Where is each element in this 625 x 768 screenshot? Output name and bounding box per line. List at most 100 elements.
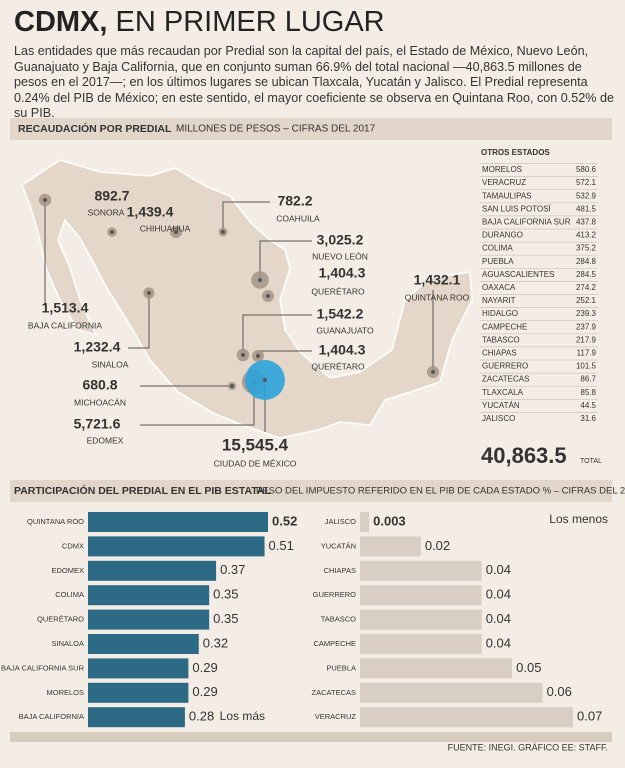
state-label: NUEVO LEÓN [312,251,368,261]
bubble-dot [431,370,435,374]
state-name: MORELOS [482,165,522,174]
state-label: EDOMEX [87,435,124,445]
bubble-dot [221,230,225,234]
value-label: 0.37 [220,562,245,577]
category-label: MORELOS [46,688,84,697]
value-label: 0.04 [486,635,511,650]
title: CDMX, EN PRIMER LUGAR [14,6,385,39]
value-label: 0.32 [203,635,228,650]
total-label: TOTAL [580,458,602,465]
bubble-dot [258,278,262,282]
category-label: VERACRUZ [315,712,357,721]
state-name: BAJA CALIFORNIA SUR [482,218,571,227]
title-rest: EN PRIMER LUGAR [115,6,385,38]
bar [360,682,543,703]
section-title: PARTICIPACIÓN DEL PREDIAL EN EL PIB ESTA… [14,484,271,497]
value-label: 1,432.1 [414,272,461,288]
bubble-dot [43,198,47,202]
state-value: 85.8 [580,388,596,397]
state-name: VERACRUZ [482,178,526,187]
state-name: JALISCO [482,414,515,423]
bar [360,634,482,654]
bubble-dot [263,378,267,382]
bubble-dot [266,294,270,298]
state-name: PUEBLA [482,257,514,266]
state-name: COLIMA [482,244,513,253]
state-value: 532.9 [576,191,597,200]
bar [88,707,185,728]
state-name: TABASCO [482,335,520,344]
value-label: 0.28 [189,709,214,724]
category-label: TABASCO [321,615,356,624]
state-label: MICHOACÁN [74,397,126,407]
bubble-dot [241,353,245,357]
bar [360,658,513,679]
value-label: 0.04 [486,562,511,577]
state-value: 252.1 [576,296,597,305]
value-label: 0.35 [213,611,238,626]
state-name: TAMAULIPAS [482,191,532,200]
bubble-dot [256,354,260,358]
state-name: CAMPECHE [482,322,527,331]
value-label: 0.003 [373,513,406,528]
value-label: 0.52 [272,513,297,528]
category-label: PUEBLA [326,663,356,672]
source: FUENTE: INEGI. GRÁFICO EE: STAFF. [448,742,608,752]
bar [88,682,189,703]
state-label: BAJA CALIFORNIA [28,320,102,330]
bar [88,512,268,532]
bubble-dot [110,230,114,234]
state-label: COAHUILA [276,213,320,223]
state-name: AGUASCALIENTES [482,270,554,279]
category-label: EDOMEX [51,566,84,575]
value-label: 1,542.2 [317,306,364,322]
bubble-dot [230,384,234,388]
section-title: RECAUDACIÓN POR PREDIAL [18,122,172,135]
chart-title: Los menos [549,512,608,526]
value-label: 0.02 [425,538,450,553]
mexico-map [21,159,473,439]
bubble-dot [147,291,151,295]
table-title: OTROS ESTADOS [481,148,550,157]
bar [88,634,199,654]
value-label: 15,545.4 [222,435,289,454]
state-label: GUANAJUATO [316,325,374,335]
bar [88,585,210,606]
value-label: 0.04 [486,611,511,626]
state-name: CHIAPAS [482,349,517,358]
bar [360,585,482,606]
value-label: 0.05 [516,660,541,675]
state-value: 274.2 [576,283,597,292]
leader-line [242,314,312,355]
value-label: 1,404.3 [319,342,366,358]
state-value: 44.5 [580,401,596,410]
category-label: JALISCO [325,517,356,526]
category-label: BAJA CALIFORNIA SUR [1,663,85,672]
value-label: 3,025.2 [317,232,364,248]
state-name: YUCATÁN [482,401,520,410]
value-label: 0.06 [547,684,572,699]
state-value: 117.9 [577,349,597,358]
intro: Las entidades que más recaudan por Predi… [14,44,614,120]
state-value: 437.8 [576,218,597,227]
state-value: 375.2 [576,244,597,253]
state-name: GUERRERO [482,362,528,371]
value-label: 5,721.6 [74,416,121,432]
bar [360,536,421,557]
state-name: TLAXCALA [482,388,524,397]
title-bold: CDMX, [14,6,108,38]
category-label: GUERRERO [313,590,357,599]
state-value: 413.2 [576,231,597,240]
state-name: NAYARIT [482,296,516,305]
state-name: HIDALGO [482,309,518,318]
bar [360,707,573,728]
state-label: CHIHUAHUA [140,223,191,233]
state-value: 284.5 [576,270,597,279]
value-label: 1,513.4 [42,300,89,316]
state-label: QUERÉTARO [311,361,365,371]
bar [88,658,189,679]
value-label: 0.07 [577,709,602,724]
section-header-bg [10,480,612,502]
